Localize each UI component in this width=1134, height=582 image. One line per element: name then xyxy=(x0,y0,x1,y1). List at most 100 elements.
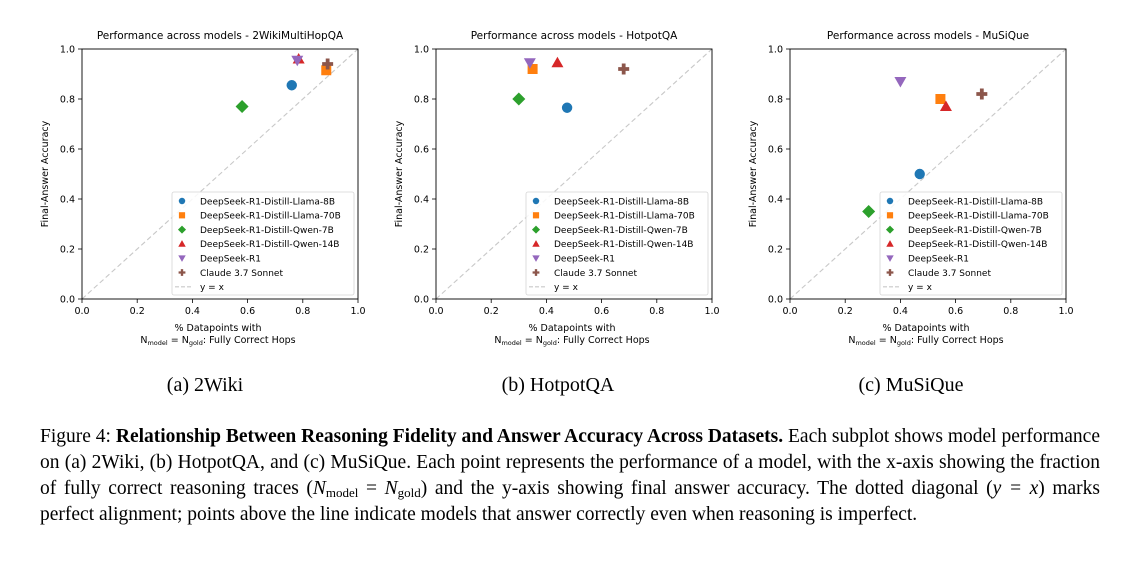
chart-panel-musique: Performance across models - MuSiQue 0.0 0.… xyxy=(738,0,1098,360)
x-tick-label: 0.8 xyxy=(649,306,664,317)
x-tick-label: 1.0 xyxy=(350,306,365,317)
legend-label-deepseek-r1-distill-qwen-7b: DeepSeek-R1-Distill-Qwen-7B xyxy=(908,226,1042,236)
legend-label-reference-line: y = x xyxy=(908,283,933,293)
legend-label-deepseek-r1: DeepSeek-R1 xyxy=(908,255,969,265)
y-tick-label: 0.4 xyxy=(60,195,75,206)
y-tick-label: 0.2 xyxy=(768,245,783,256)
legend-label-deepseek-r1-distill-llama-70b: DeepSeek-R1-Distill-Llama-70B xyxy=(554,212,695,222)
chart-panel-hotpotqa: Performance across models - HotpotQA 0.0 0… xyxy=(384,0,744,360)
legend-label-deepseek-r1-distill-qwen-14b: DeepSeek-R1-Distill-Qwen-14B xyxy=(200,240,339,250)
chart-2wiki: Performance across models - 2WikiMultiHo… xyxy=(40,30,366,347)
y-tick-label: 0.4 xyxy=(414,195,429,206)
x-axis-label-line2: Nmodel = Ngold: Fully Correct Hops xyxy=(140,335,295,347)
legend-label-deepseek-r1-distill-qwen-7b: DeepSeek-R1-Distill-Qwen-7B xyxy=(200,226,334,236)
legend-box xyxy=(171,191,355,296)
data-point-claude-3-7-sonnet xyxy=(976,88,988,100)
legend-label-deepseek-r1: DeepSeek-R1 xyxy=(554,255,615,265)
y-tick-label: 0.8 xyxy=(768,95,783,106)
x-tick-label: 0.4 xyxy=(185,306,200,317)
caption-eq-model: model xyxy=(325,485,359,500)
y-axis-label: Final-Answer Accuracy xyxy=(748,120,759,227)
legend-marker-deepseek-r1-distill-llama-8b xyxy=(532,197,540,205)
legend-label-deepseek-r1-distill-llama-8b: DeepSeek-R1-Distill-Llama-8B xyxy=(200,197,335,207)
x-tick-label: 0.6 xyxy=(240,306,255,317)
y-tick-label: 0.6 xyxy=(414,145,429,156)
y-tick-label: 1.0 xyxy=(768,45,783,56)
x-tick-label: 0.2 xyxy=(130,306,145,317)
legend-marker-deepseek-r1-distill-qwen-14b xyxy=(178,240,186,247)
legend-label-deepseek-r1-distill-llama-70b: DeepSeek-R1-Distill-Llama-70B xyxy=(908,212,1049,222)
legend-marker-deepseek-r1-distill-llama-70b xyxy=(178,212,186,219)
subcaption-musique: (c) MuSiQue xyxy=(858,374,964,396)
legend-marker-claude-3-7-sonnet xyxy=(532,269,540,276)
x-tick-label: 0.4 xyxy=(893,306,908,317)
caption-eq-n2: N xyxy=(384,478,398,499)
x-tick-label: 0.6 xyxy=(594,306,609,317)
data-point-deepseek-r1-distill-qwen-14b xyxy=(939,100,952,111)
subcaption-2wiki: (a) 2Wiki xyxy=(166,374,244,396)
legend-label-deepseek-r1: DeepSeek-R1 xyxy=(200,255,261,265)
data-point-deepseek-r1-distill-llama-8b xyxy=(914,168,925,180)
x-tick-label: 0.2 xyxy=(838,306,853,317)
legend-label-deepseek-r1-distill-qwen-14b: DeepSeek-R1-Distill-Qwen-14B xyxy=(554,240,693,250)
data-point-deepseek-r1-distill-llama-70b xyxy=(527,64,538,74)
y-tick-label: 0.2 xyxy=(414,245,429,256)
y-tick-label: 0.8 xyxy=(60,95,75,106)
data-point-claude-3-7-sonnet xyxy=(618,63,630,75)
chart-title: Performance across models - MuSiQue xyxy=(827,30,1029,42)
chart-panel-2wiki: Performance across models - 2WikiMultiHo… xyxy=(30,0,390,360)
legend-box xyxy=(879,191,1063,296)
plot-frame xyxy=(435,48,713,300)
legend-label-reference-line: y = x xyxy=(554,283,579,293)
data-point-deepseek-r1 xyxy=(523,58,536,69)
x-axis-label-line2: Nmodel = Ngold: Fully Correct Hops xyxy=(848,335,1003,347)
legend-label-claude-3-7-sonnet: Claude 3.7 Sonnet xyxy=(554,269,637,279)
x-tick-label: 0.4 xyxy=(539,306,554,317)
legend-marker-deepseek-r1-distill-qwen-7b xyxy=(177,225,187,234)
chart-title: Performance across models - HotpotQA xyxy=(471,30,678,42)
reference-line xyxy=(81,48,359,300)
reference-line xyxy=(789,48,1067,300)
data-point-deepseek-r1-distill-llama-70b xyxy=(935,94,946,104)
y-tick-label: 0.8 xyxy=(414,95,429,106)
plot-frame xyxy=(81,48,359,300)
data-point-deepseek-r1 xyxy=(894,77,907,88)
x-axis-label-line2: Nmodel = Ngold: Fully Correct Hops xyxy=(494,335,649,347)
y-tick-label: 0.6 xyxy=(60,145,75,156)
x-axis-label-line1: % Datapoints with xyxy=(882,323,969,334)
legend-marker-deepseek-r1-distill-qwen-7b xyxy=(885,225,895,234)
legend-marker-deepseek-r1-distill-qwen-14b xyxy=(532,240,540,247)
y-tick-label: 0.0 xyxy=(768,295,783,306)
data-point-deepseek-r1-distill-qwen-7b xyxy=(512,92,526,106)
subcaption-hotpotqa: (b) HotpotQA xyxy=(501,374,615,396)
y-tick-label: 1.0 xyxy=(414,45,429,56)
y-axis-label: Final-Answer Accuracy xyxy=(394,120,405,227)
legend-marker-claude-3-7-sonnet xyxy=(886,269,894,276)
legend-label-deepseek-r1-distill-qwen-14b: DeepSeek-R1-Distill-Qwen-14B xyxy=(908,240,1047,250)
legend-marker-deepseek-r1-distill-qwen-7b xyxy=(531,225,541,234)
y-tick-label: 1.0 xyxy=(60,45,75,56)
y-tick-label: 0.2 xyxy=(60,245,75,256)
reference-line xyxy=(435,48,713,300)
x-tick-label: 0.6 xyxy=(948,306,963,317)
x-axis-label-line1: % Datapoints with xyxy=(528,323,615,334)
data-point-deepseek-r1-distill-llama-8b xyxy=(561,102,573,113)
legend-label-reference-line: y = x xyxy=(200,283,225,293)
y-axis-label: Final-Answer Accuracy xyxy=(40,120,51,227)
x-tick-label: 0.0 xyxy=(782,306,797,317)
chart-musique: Performance across models - MuSiQue0.00.… xyxy=(748,30,1074,347)
figure-caption: Figure 4: Relationship Between Reasoning… xyxy=(40,424,1100,528)
data-point-deepseek-r1-distill-qwen-14b xyxy=(551,56,564,68)
x-axis-label-line1: % Datapoints with xyxy=(174,323,261,334)
data-point-deepseek-r1-distill-qwen-7b xyxy=(235,100,249,113)
data-point-deepseek-r1 xyxy=(291,55,304,67)
y-tick-label: 0.6 xyxy=(768,145,783,156)
y-tick-label: 0.0 xyxy=(414,295,429,306)
plot-frame xyxy=(789,48,1067,300)
caption-eq-diagonal: y = x xyxy=(992,478,1039,499)
legend-marker-deepseek-r1-distill-llama-8b xyxy=(178,197,186,205)
legend-label-deepseek-r1-distill-llama-8b: DeepSeek-R1-Distill-Llama-8B xyxy=(908,197,1043,207)
caption-label: Figure 4: xyxy=(40,426,111,447)
legend-label-claude-3-7-sonnet: Claude 3.7 Sonnet xyxy=(908,269,991,279)
legend-marker-deepseek-r1 xyxy=(532,255,540,262)
